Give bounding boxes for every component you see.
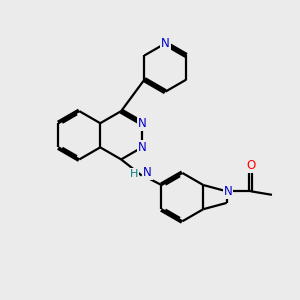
Text: N: N (143, 166, 152, 179)
Text: N: N (138, 117, 146, 130)
Text: O: O (246, 159, 255, 172)
Text: N: N (138, 141, 146, 154)
Text: H: H (130, 169, 139, 179)
Text: N: N (224, 185, 233, 198)
Text: N: N (161, 37, 170, 50)
